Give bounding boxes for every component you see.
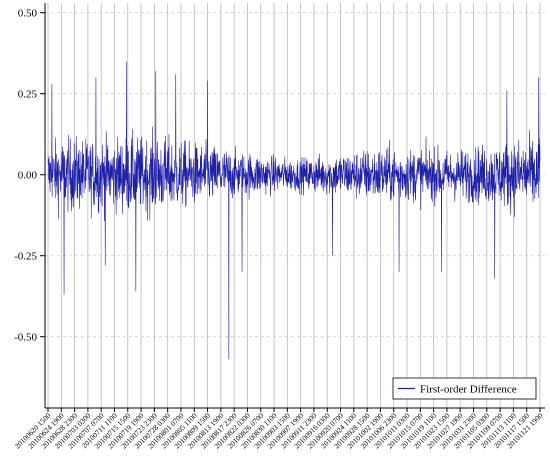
series-line (47, 61, 541, 360)
y-tick-label: 0.00 (18, 170, 38, 182)
legend-box (392, 377, 537, 400)
y-tick-label: -0.25 (14, 251, 37, 263)
y-tick-label: 0.25 (18, 89, 38, 101)
legend: First-order Difference (392, 377, 537, 400)
y-tick-label: -0.50 (14, 332, 37, 344)
legend-label: First-order Difference (420, 384, 517, 396)
y-tick-label: 0.50 (18, 8, 38, 20)
gridlines (45, 3, 545, 408)
first-order-difference-line (47, 61, 541, 360)
